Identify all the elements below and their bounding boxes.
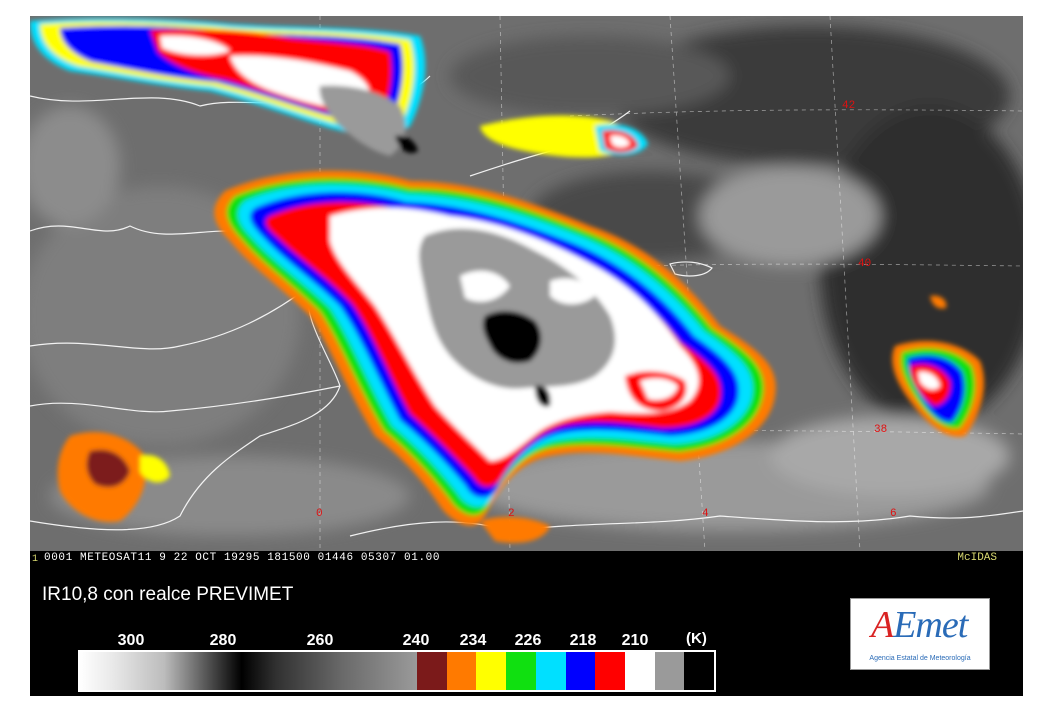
aemet-logo-word: AEmet	[871, 604, 968, 646]
colorbar-tick-234: 234	[459, 632, 487, 649]
colorbar-swatch-6	[595, 652, 625, 690]
colorbar-tick-300: 300	[117, 632, 145, 649]
satellite-ir-map	[30, 16, 1023, 551]
mcidas-label: McIDAS	[957, 552, 997, 564]
colorbar-swatch-5	[565, 652, 596, 690]
longitude-label-0: 0	[316, 508, 323, 520]
latitude-label-38: 38	[874, 424, 888, 436]
colorbar-tick-labels: 300 280 260 240 234 226 218 210	[78, 632, 778, 654]
colorbar-tick-226: 226	[514, 632, 542, 649]
colorbar-tick-280: 280	[209, 632, 237, 649]
colorbar-swatch-3	[506, 652, 536, 690]
colorbar-swatch-7	[624, 652, 655, 690]
aemet-logo-subtitle: Agencia Estatal de Meteorología	[869, 655, 971, 662]
product-title: IR10,8 con realce PREVIMET	[42, 584, 294, 605]
longitude-label-6: 6	[890, 508, 897, 520]
colorbar-tick-210: 210	[621, 632, 649, 649]
colorbar-gray-gradient	[80, 652, 417, 690]
colorbar-tick-218: 218	[569, 632, 597, 649]
frame-index: 1	[32, 554, 39, 565]
colorbar-swatch-9	[684, 652, 715, 690]
colorbar-swatch-8	[654, 652, 685, 690]
colorbar-swatch-2	[476, 652, 507, 690]
latitude-label-40: 40	[858, 258, 872, 270]
satellite-image-frame: 42 40 38 0 2 4 6 1 0001 METEOSAT11 9 22 …	[30, 16, 1023, 696]
colorbar-swatch-0	[417, 652, 447, 690]
latitude-label-42: 42	[842, 100, 856, 112]
colorbar-unit-label: (K)	[686, 630, 707, 647]
temperature-colorbar	[78, 650, 716, 692]
colorbar-tick-240: 240	[402, 632, 430, 649]
aemet-logo: AEmet Agencia Estatal de Meteorología	[850, 598, 990, 670]
image-header-text: 0001 METEOSAT11 9 22 OCT 19295 181500 01…	[44, 552, 441, 564]
mcidas-info-bar: 1 0001 METEOSAT11 9 22 OCT 19295 181500 …	[30, 551, 1023, 567]
colorbar-tick-260: 260	[306, 632, 334, 649]
colorbar-swatch-1	[446, 652, 477, 690]
longitude-label-2: 2	[508, 508, 515, 520]
longitude-label-4: 4	[702, 508, 709, 520]
colorbar-swatch-4	[535, 652, 566, 690]
